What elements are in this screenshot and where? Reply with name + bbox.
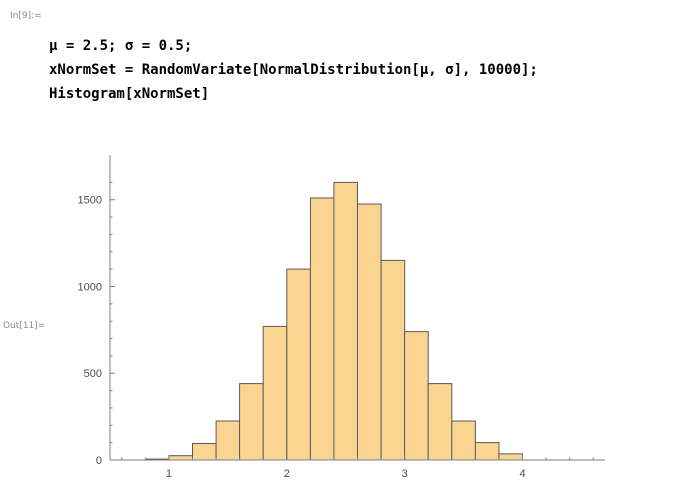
x-tick-label: 3 <box>402 468 408 480</box>
histogram-bar[interactable] <box>380 259 406 461</box>
histogram-bar[interactable] <box>309 197 335 461</box>
x-tick-label: 2 <box>284 468 290 480</box>
y-tick-label: 500 <box>84 368 102 380</box>
x-tick-label: 4 <box>519 468 525 480</box>
histogram-bar[interactable] <box>333 181 358 461</box>
histogram-bar[interactable] <box>451 420 476 461</box>
histogram-bar[interactable] <box>474 442 500 461</box>
input-cell-label: In[9]:= <box>10 11 42 21</box>
histogram-bar[interactable] <box>286 268 311 461</box>
x-tick-label: 1 <box>166 468 172 480</box>
y-tick-label: 0 <box>96 455 102 467</box>
chart-ticks: 1 2 3 4 0 500 1000 1500 <box>78 181 594 480</box>
code-line-1[interactable]: μ = 2.5; σ = 0.5; <box>49 38 193 54</box>
output-cell-label: Out[11]= <box>3 321 46 331</box>
histogram-bar[interactable] <box>498 453 523 461</box>
histogram-bar[interactable] <box>262 325 288 461</box>
histogram-bar[interactable] <box>192 443 217 461</box>
y-tick-label: 1000 <box>78 281 102 293</box>
histogram-bar[interactable] <box>404 331 429 461</box>
histogram-bars <box>144 181 523 461</box>
code-line-3[interactable]: Histogram[xNormSet] <box>49 86 210 102</box>
input-code-block[interactable]: μ = 2.5; σ = 0.5; xNormSet = RandomVaria… <box>49 34 538 106</box>
histogram-bar[interactable] <box>357 203 382 461</box>
histogram-bar[interactable] <box>239 383 264 461</box>
histogram-bar[interactable] <box>168 455 193 461</box>
y-tick-label: 1500 <box>78 195 102 207</box>
histogram-bar[interactable] <box>427 383 453 461</box>
histogram-bar[interactable] <box>215 420 241 461</box>
code-line-2[interactable]: xNormSet = RandomVariate[NormalDistribut… <box>49 62 538 78</box>
